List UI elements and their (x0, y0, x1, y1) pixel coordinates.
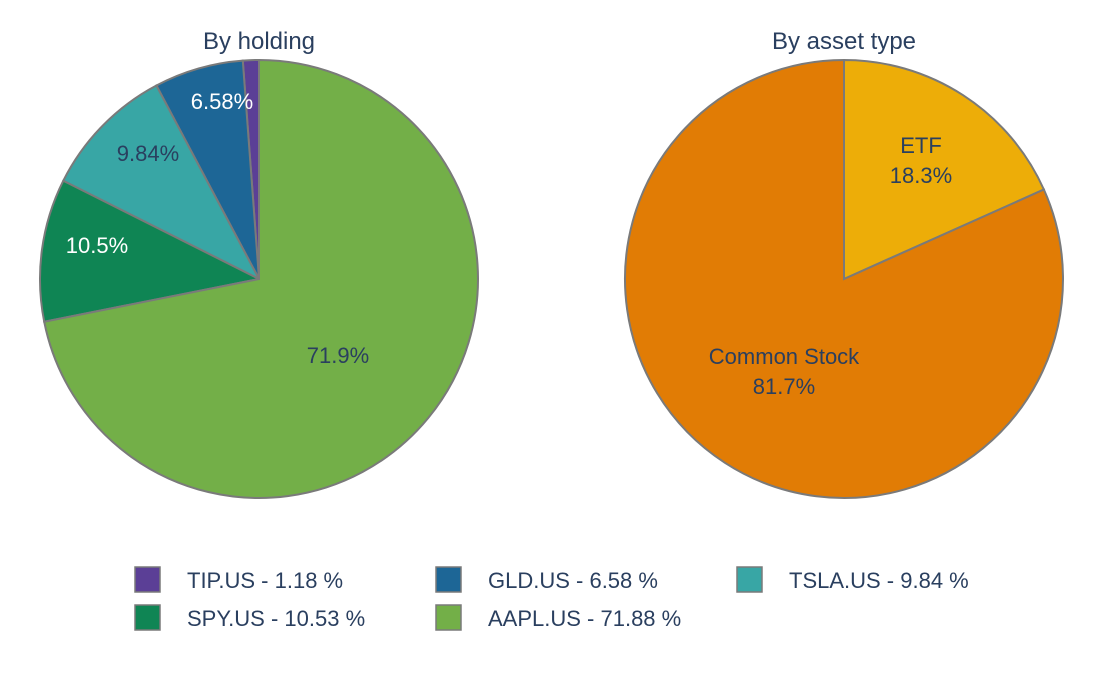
slice-label-etf: ETF (900, 133, 942, 158)
legend-swatch-gld-us[interactable] (435, 566, 462, 593)
legend: TIP.US - 1.18 % GLD.US - 6.58 % TSLA.US - … (134, 566, 969, 631)
slice-label-tsla-us: 9.84% (117, 141, 179, 166)
pie-slice-common-stock (624, 58, 1064, 499)
pie-by-holding: By holding 6.58% 9.84% 10.5% 71.9% (39, 28, 479, 499)
pie-by-asset-type: By asset type ETF 18.3% Common Stock 81.7% (624, 28, 1064, 499)
legend-item-spy-us[interactable]: SPY.US - 10.53 % (187, 606, 365, 631)
legend-swatch-aapl-us[interactable] (435, 604, 462, 631)
legend-item-tip-us[interactable]: TIP.US - 1.18 % (187, 568, 343, 593)
slice-label-common-stock: Common Stock (709, 344, 860, 369)
legend-swatch-tip-us[interactable] (134, 566, 161, 593)
pie-slice-tsla-us (61, 84, 262, 282)
slice-label-aapl-us: 71.9% (307, 343, 369, 368)
pie-slice-aapl-us (43, 58, 479, 499)
pie-slice-spy-us (39, 179, 263, 323)
slice-label-gld-us: 6.58% (191, 89, 253, 114)
legend-item-aapl-us[interactable]: AAPL.US - 71.88 % (488, 606, 681, 631)
pie-slice-etf (843, 58, 1046, 281)
legend-item-tsla-us[interactable]: TSLA.US - 9.84 % (789, 568, 969, 593)
legend-item-gld-us[interactable]: GLD.US - 6.58 % (488, 568, 658, 593)
slice-label-spy-us: 10.5% (66, 233, 128, 258)
pie-asset-title: By asset type (772, 28, 916, 55)
legend-swatch-tsla-us[interactable] (736, 566, 763, 593)
slice-value-common-stock: 81.7% (753, 374, 815, 399)
pie-holding-title: By holding (203, 28, 315, 55)
slice-value-etf: 18.3% (890, 163, 952, 188)
legend-swatch-spy-us[interactable] (134, 604, 161, 631)
